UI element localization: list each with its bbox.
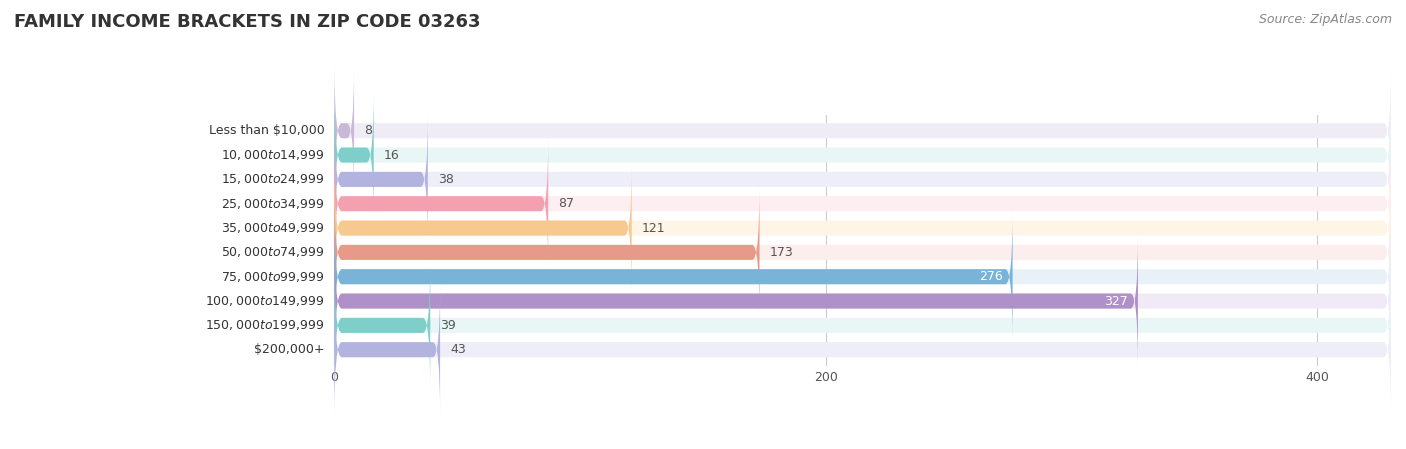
Text: 43: 43	[450, 343, 465, 356]
FancyBboxPatch shape	[335, 187, 759, 318]
FancyBboxPatch shape	[335, 187, 1391, 318]
Text: $15,000 to $24,999: $15,000 to $24,999	[221, 172, 325, 186]
Text: 327: 327	[1104, 295, 1128, 308]
FancyBboxPatch shape	[335, 211, 1391, 342]
FancyBboxPatch shape	[335, 211, 1012, 342]
Text: 87: 87	[558, 197, 574, 210]
FancyBboxPatch shape	[335, 260, 1391, 391]
Text: 8: 8	[364, 124, 373, 137]
FancyBboxPatch shape	[335, 163, 631, 294]
Text: $50,000 to $74,999: $50,000 to $74,999	[221, 246, 325, 260]
Text: 276: 276	[979, 270, 1002, 283]
FancyBboxPatch shape	[335, 114, 1391, 245]
Text: $35,000 to $49,999: $35,000 to $49,999	[221, 221, 325, 235]
Text: 16: 16	[384, 149, 399, 162]
Text: 38: 38	[437, 173, 454, 186]
Text: $100,000 to $149,999: $100,000 to $149,999	[205, 294, 325, 308]
FancyBboxPatch shape	[335, 90, 1391, 220]
Text: Less than $10,000: Less than $10,000	[209, 124, 325, 137]
FancyBboxPatch shape	[335, 236, 1391, 366]
FancyBboxPatch shape	[335, 65, 354, 196]
Text: FAMILY INCOME BRACKETS IN ZIP CODE 03263: FAMILY INCOME BRACKETS IN ZIP CODE 03263	[14, 13, 481, 31]
FancyBboxPatch shape	[335, 236, 1137, 366]
FancyBboxPatch shape	[335, 114, 427, 245]
Text: Source: ZipAtlas.com: Source: ZipAtlas.com	[1258, 13, 1392, 26]
FancyBboxPatch shape	[335, 163, 1391, 294]
Text: $75,000 to $99,999: $75,000 to $99,999	[221, 270, 325, 284]
Text: 39: 39	[440, 319, 456, 332]
Text: $200,000+: $200,000+	[254, 343, 325, 356]
Text: $150,000 to $199,999: $150,000 to $199,999	[205, 318, 325, 332]
FancyBboxPatch shape	[335, 90, 374, 220]
FancyBboxPatch shape	[335, 138, 1391, 269]
Text: 173: 173	[769, 246, 793, 259]
FancyBboxPatch shape	[335, 260, 430, 391]
FancyBboxPatch shape	[335, 138, 548, 269]
Text: $25,000 to $34,999: $25,000 to $34,999	[221, 197, 325, 211]
Text: 121: 121	[641, 221, 665, 234]
FancyBboxPatch shape	[335, 65, 1391, 196]
FancyBboxPatch shape	[335, 284, 1391, 415]
Text: $10,000 to $14,999: $10,000 to $14,999	[221, 148, 325, 162]
FancyBboxPatch shape	[335, 284, 440, 415]
